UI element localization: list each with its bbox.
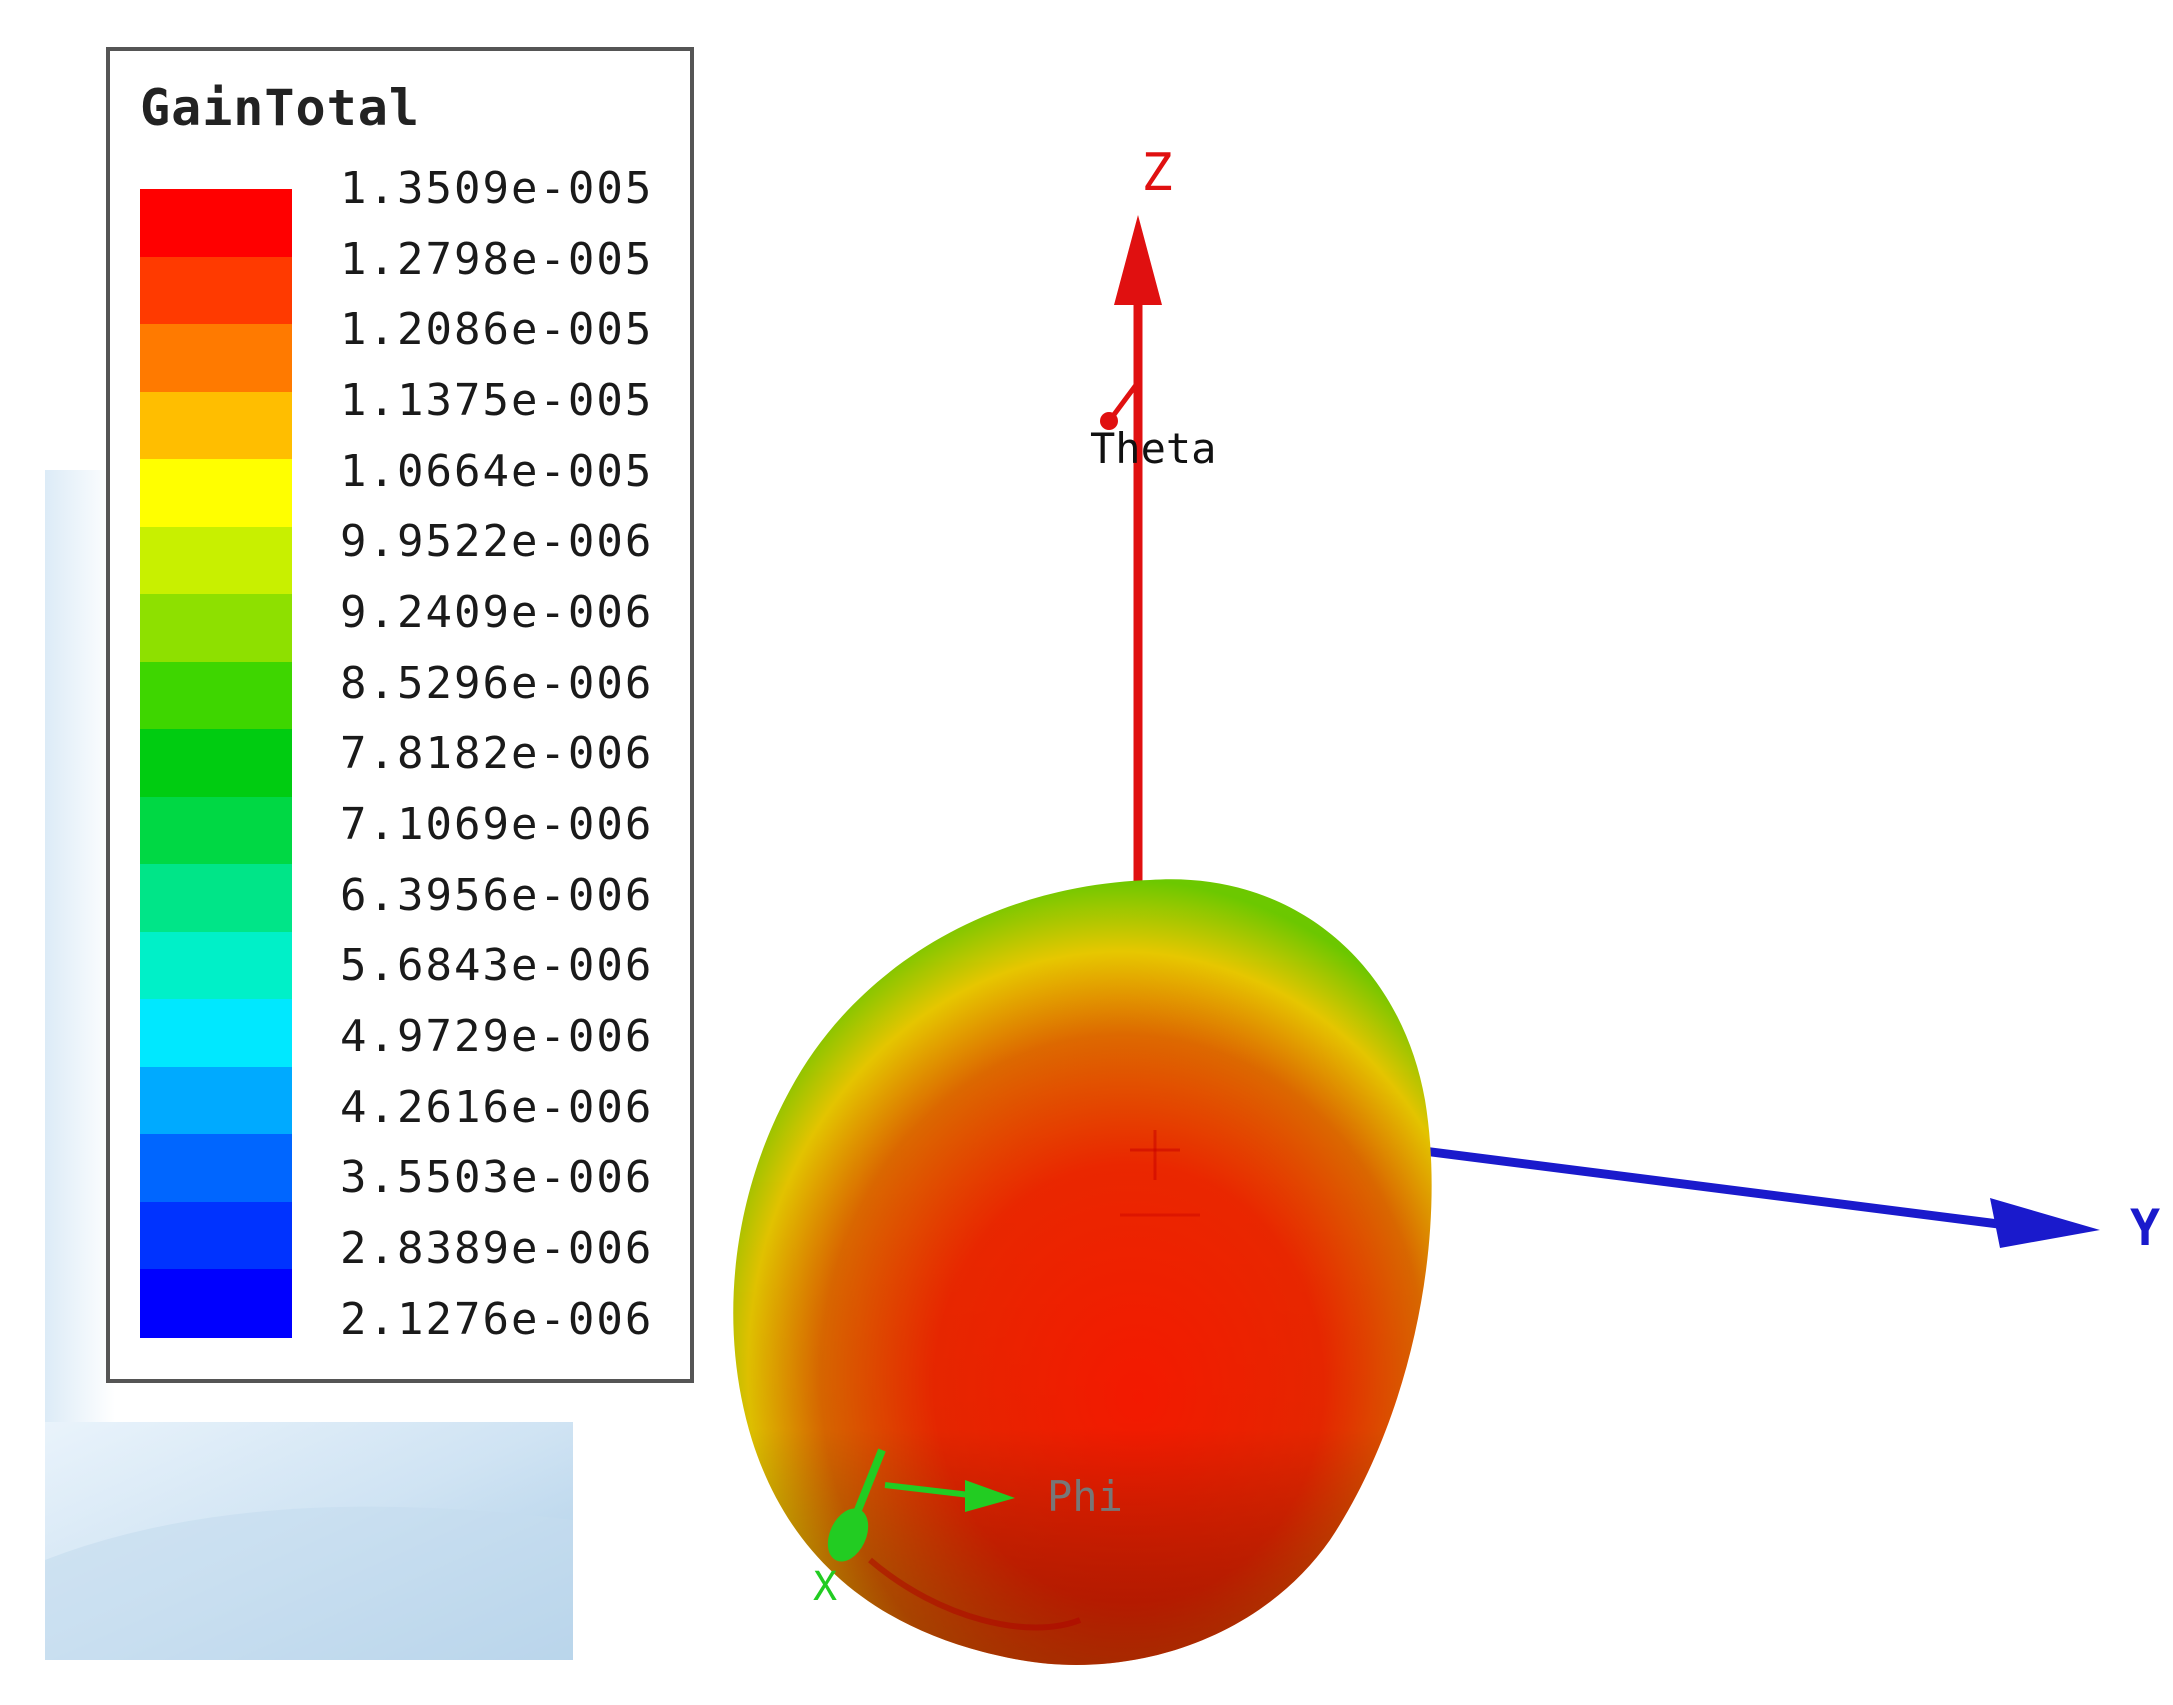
legend-swatch [140, 931, 292, 1001]
legend-swatch [140, 1201, 292, 1271]
x-axis-label: X [813, 1564, 837, 1610]
legend-swatch [140, 729, 292, 798]
legend-value-label: 3.5503e-006 [340, 1152, 654, 1204]
legend-swatch [140, 661, 292, 731]
legend-value-label: 1.0664e-005 [340, 445, 654, 497]
legend-value-label: 7.1069e-006 [340, 799, 654, 851]
legend-value-label: 9.9522e-006 [340, 516, 654, 568]
legend-value-label: 9.2409e-006 [340, 587, 654, 639]
legend-swatch [140, 1066, 292, 1136]
x-axis [827, 1448, 886, 1562]
legend-value-label: 2.8389e-006 [340, 1223, 654, 1275]
legend-swatch [140, 1134, 292, 1203]
legend-swatch [140, 526, 292, 596]
y-axis-label: Y [2130, 1199, 2160, 1257]
legend-value-label: 1.2086e-005 [340, 304, 654, 356]
legend-value-label: 4.2616e-006 [340, 1081, 654, 1133]
legend-swatch [140, 864, 292, 933]
legend-swatch [140, 391, 292, 461]
theta-marker [1100, 383, 1139, 430]
legend-swatch [140, 324, 292, 393]
legend-value-label: 4.9729e-006 [340, 1011, 654, 1063]
legend-value-label: 1.3509e-005 [340, 163, 654, 214]
legend-swatch [140, 594, 292, 663]
legend-value-label: 2.1276e-006 [340, 1293, 654, 1345]
z-axis [1114, 215, 1162, 900]
legend-value-label: 6.3956e-006 [340, 869, 654, 921]
legend-swatch [140, 1269, 292, 1338]
phi-label: Phi [1047, 1472, 1123, 1521]
legend-swatch [140, 459, 292, 528]
legend-value-label: 1.2798e-005 [340, 233, 654, 285]
gain-pattern-lobe [733, 879, 1432, 1665]
legend-swatch [140, 999, 292, 1068]
color-legend: GainTotal 1.3509e-005 1.2798e-005 1.2086e-… [106, 47, 694, 1383]
theta-label: Theta [1090, 424, 1216, 473]
legend-swatch [140, 256, 292, 326]
legend-title: GainTotal [140, 79, 420, 137]
legend-value-label: 1.1375e-005 [340, 375, 654, 427]
z-axis-label: Z [1141, 143, 1172, 203]
legend-value-label: 7.8182e-006 [340, 728, 654, 780]
legend-swatch [140, 796, 292, 866]
legend-swatch [140, 189, 292, 258]
legend-value-label: 8.5296e-006 [340, 657, 654, 709]
phi-marker [884, 1480, 1015, 1512]
legend-value-label: 5.6843e-006 [340, 940, 654, 992]
color-scale-bar [140, 189, 292, 1338]
